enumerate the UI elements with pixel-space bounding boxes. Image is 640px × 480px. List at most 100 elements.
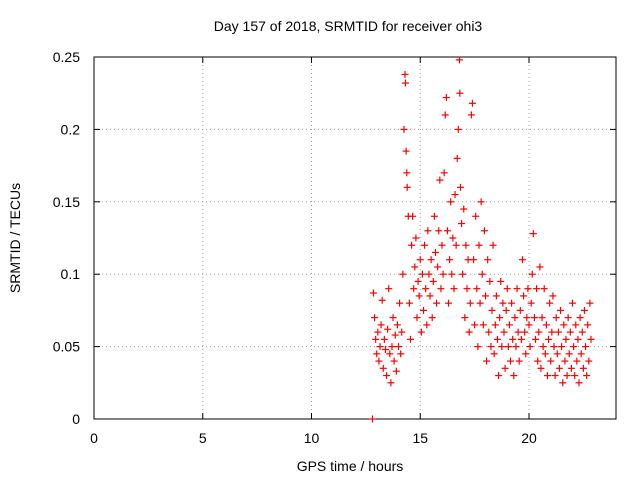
data-point [384, 325, 392, 333]
data-point [392, 367, 400, 375]
data-point [473, 285, 481, 293]
data-point [472, 212, 480, 220]
data-point [562, 335, 570, 343]
data-point [483, 357, 491, 365]
data-point [525, 321, 533, 329]
data-point [415, 292, 423, 300]
data-point [409, 212, 417, 220]
data-point [441, 111, 449, 119]
y-tick-label: 0.05 [53, 339, 80, 355]
data-point [579, 364, 587, 372]
data-point [526, 343, 534, 351]
data-point [587, 335, 595, 343]
data-point [512, 343, 520, 351]
data-point [431, 248, 439, 256]
data-point [557, 306, 565, 314]
data-point [462, 241, 470, 249]
data-point [530, 314, 538, 322]
data-point [502, 306, 510, 314]
data-point [575, 379, 583, 387]
data-point [438, 241, 446, 249]
data-point [508, 299, 516, 307]
data-point [398, 328, 406, 336]
data-point [423, 321, 431, 329]
data-point [371, 314, 379, 322]
data-point [374, 328, 382, 336]
data-point [478, 270, 486, 278]
data-point [445, 299, 453, 307]
data-point [475, 241, 483, 249]
data-point [510, 372, 518, 380]
data-point [424, 227, 432, 235]
data-point [405, 299, 413, 307]
x-tick-labels: 0 5 10 15 20 [90, 430, 537, 446]
data-point [390, 357, 398, 365]
data-point [387, 379, 395, 387]
data-point [490, 350, 498, 358]
data-point [391, 331, 399, 339]
data-point [495, 372, 503, 380]
data-point [572, 321, 580, 329]
data-point [425, 270, 433, 278]
data-point [489, 241, 497, 249]
y-tick-label: 0.1 [61, 266, 81, 282]
data-point [426, 292, 434, 300]
data-point [558, 343, 566, 351]
data-point [492, 292, 500, 300]
data-point [411, 263, 419, 271]
data-point [414, 277, 422, 285]
data-point [471, 321, 479, 329]
y-tick-label: 0 [72, 411, 80, 427]
data-point [467, 111, 475, 119]
data-point [511, 314, 519, 322]
data-point [376, 343, 384, 351]
data-point [574, 335, 582, 343]
data-point [427, 256, 435, 264]
data-point [514, 328, 522, 336]
data-point [542, 321, 550, 329]
y-tick-label: 0.25 [53, 49, 80, 65]
data-point [436, 176, 444, 184]
data-point [543, 372, 551, 380]
data-point [429, 277, 437, 285]
data-point [385, 285, 393, 293]
data-point [379, 364, 387, 372]
data-point [453, 154, 461, 162]
data-point [380, 335, 388, 343]
grid-lines [94, 57, 616, 419]
data-point [418, 270, 426, 278]
data-point [535, 328, 543, 336]
data-point [524, 285, 532, 293]
data-point [565, 350, 573, 358]
data-point [532, 335, 540, 343]
data-point [586, 299, 594, 307]
data-point [388, 343, 396, 351]
data-point [569, 299, 576, 307]
data-point [434, 263, 442, 271]
data-point [501, 364, 509, 372]
data-point [454, 125, 462, 133]
data-point [564, 314, 572, 322]
y-tick-label: 0.2 [61, 121, 81, 137]
data-point [578, 328, 586, 336]
data-point [443, 227, 451, 235]
data-point [422, 285, 430, 293]
data-point [395, 343, 402, 351]
data-point [585, 357, 593, 365]
data-point [456, 183, 464, 191]
data-point [399, 270, 407, 278]
data-point [497, 277, 505, 285]
data-point [460, 205, 468, 213]
data-point [447, 198, 455, 206]
data-point [381, 345, 389, 353]
data-point [567, 364, 575, 372]
data-point [485, 328, 493, 336]
x-tick-label: 10 [304, 430, 320, 446]
data-point [468, 99, 476, 107]
data-point [421, 241, 429, 249]
data-point [420, 306, 428, 314]
data-point [455, 56, 463, 64]
axis-ticks [93, 56, 616, 420]
data-point [520, 292, 528, 300]
data-point [491, 321, 499, 329]
